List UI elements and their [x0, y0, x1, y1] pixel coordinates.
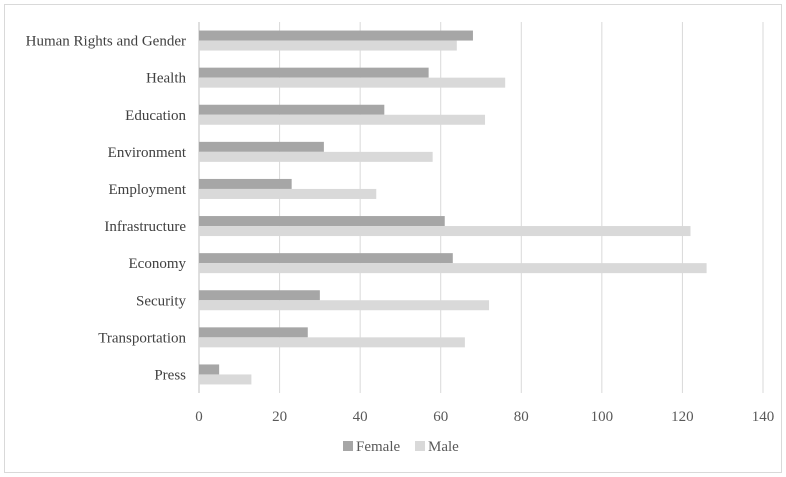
bar-male	[199, 300, 490, 311]
category-label: Security	[136, 293, 186, 309]
x-tick-label: 120	[671, 409, 694, 425]
x-tick-label: 100	[591, 409, 614, 425]
category-label: Transportation	[98, 330, 186, 346]
bar-male	[199, 114, 486, 125]
category-label: Education	[125, 108, 186, 124]
legend-label-male: Male	[428, 439, 459, 455]
bar-male	[199, 40, 457, 51]
category-label: Press	[154, 367, 186, 383]
bar-male	[199, 337, 465, 348]
category-label: Human Rights and Gender	[26, 34, 186, 50]
x-tick-label: 0	[195, 409, 203, 425]
bar-female	[199, 216, 445, 227]
x-tick-label: 80	[514, 409, 529, 425]
x-tick-label: 60	[433, 409, 448, 425]
bar-female	[199, 290, 320, 301]
legend-swatch-male	[415, 441, 425, 451]
bar-male	[199, 374, 252, 385]
bar-female	[199, 30, 473, 41]
bar-male	[199, 226, 691, 237]
category-label: Economy	[129, 256, 187, 272]
bar-female	[199, 104, 385, 115]
category-label: Infrastructure	[104, 219, 186, 235]
x-tick-label: 40	[353, 409, 368, 425]
bar-male	[199, 151, 433, 162]
category-label: Employment	[109, 182, 187, 198]
bar-female	[199, 67, 429, 78]
bar-female	[199, 253, 453, 264]
bar-female	[199, 141, 324, 152]
legend-label-female: Female	[356, 439, 400, 455]
bar-male	[199, 77, 506, 88]
x-tick-label: 140	[752, 409, 775, 425]
bar-male	[199, 188, 377, 199]
bar-male	[199, 263, 707, 274]
bar-female	[199, 327, 308, 338]
bar-female	[199, 364, 220, 375]
x-tick-label: 20	[272, 409, 287, 425]
bar-female	[199, 178, 292, 189]
legend-swatch-female	[343, 441, 353, 451]
category-label: Health	[146, 71, 186, 87]
category-label: Environment	[108, 145, 187, 161]
